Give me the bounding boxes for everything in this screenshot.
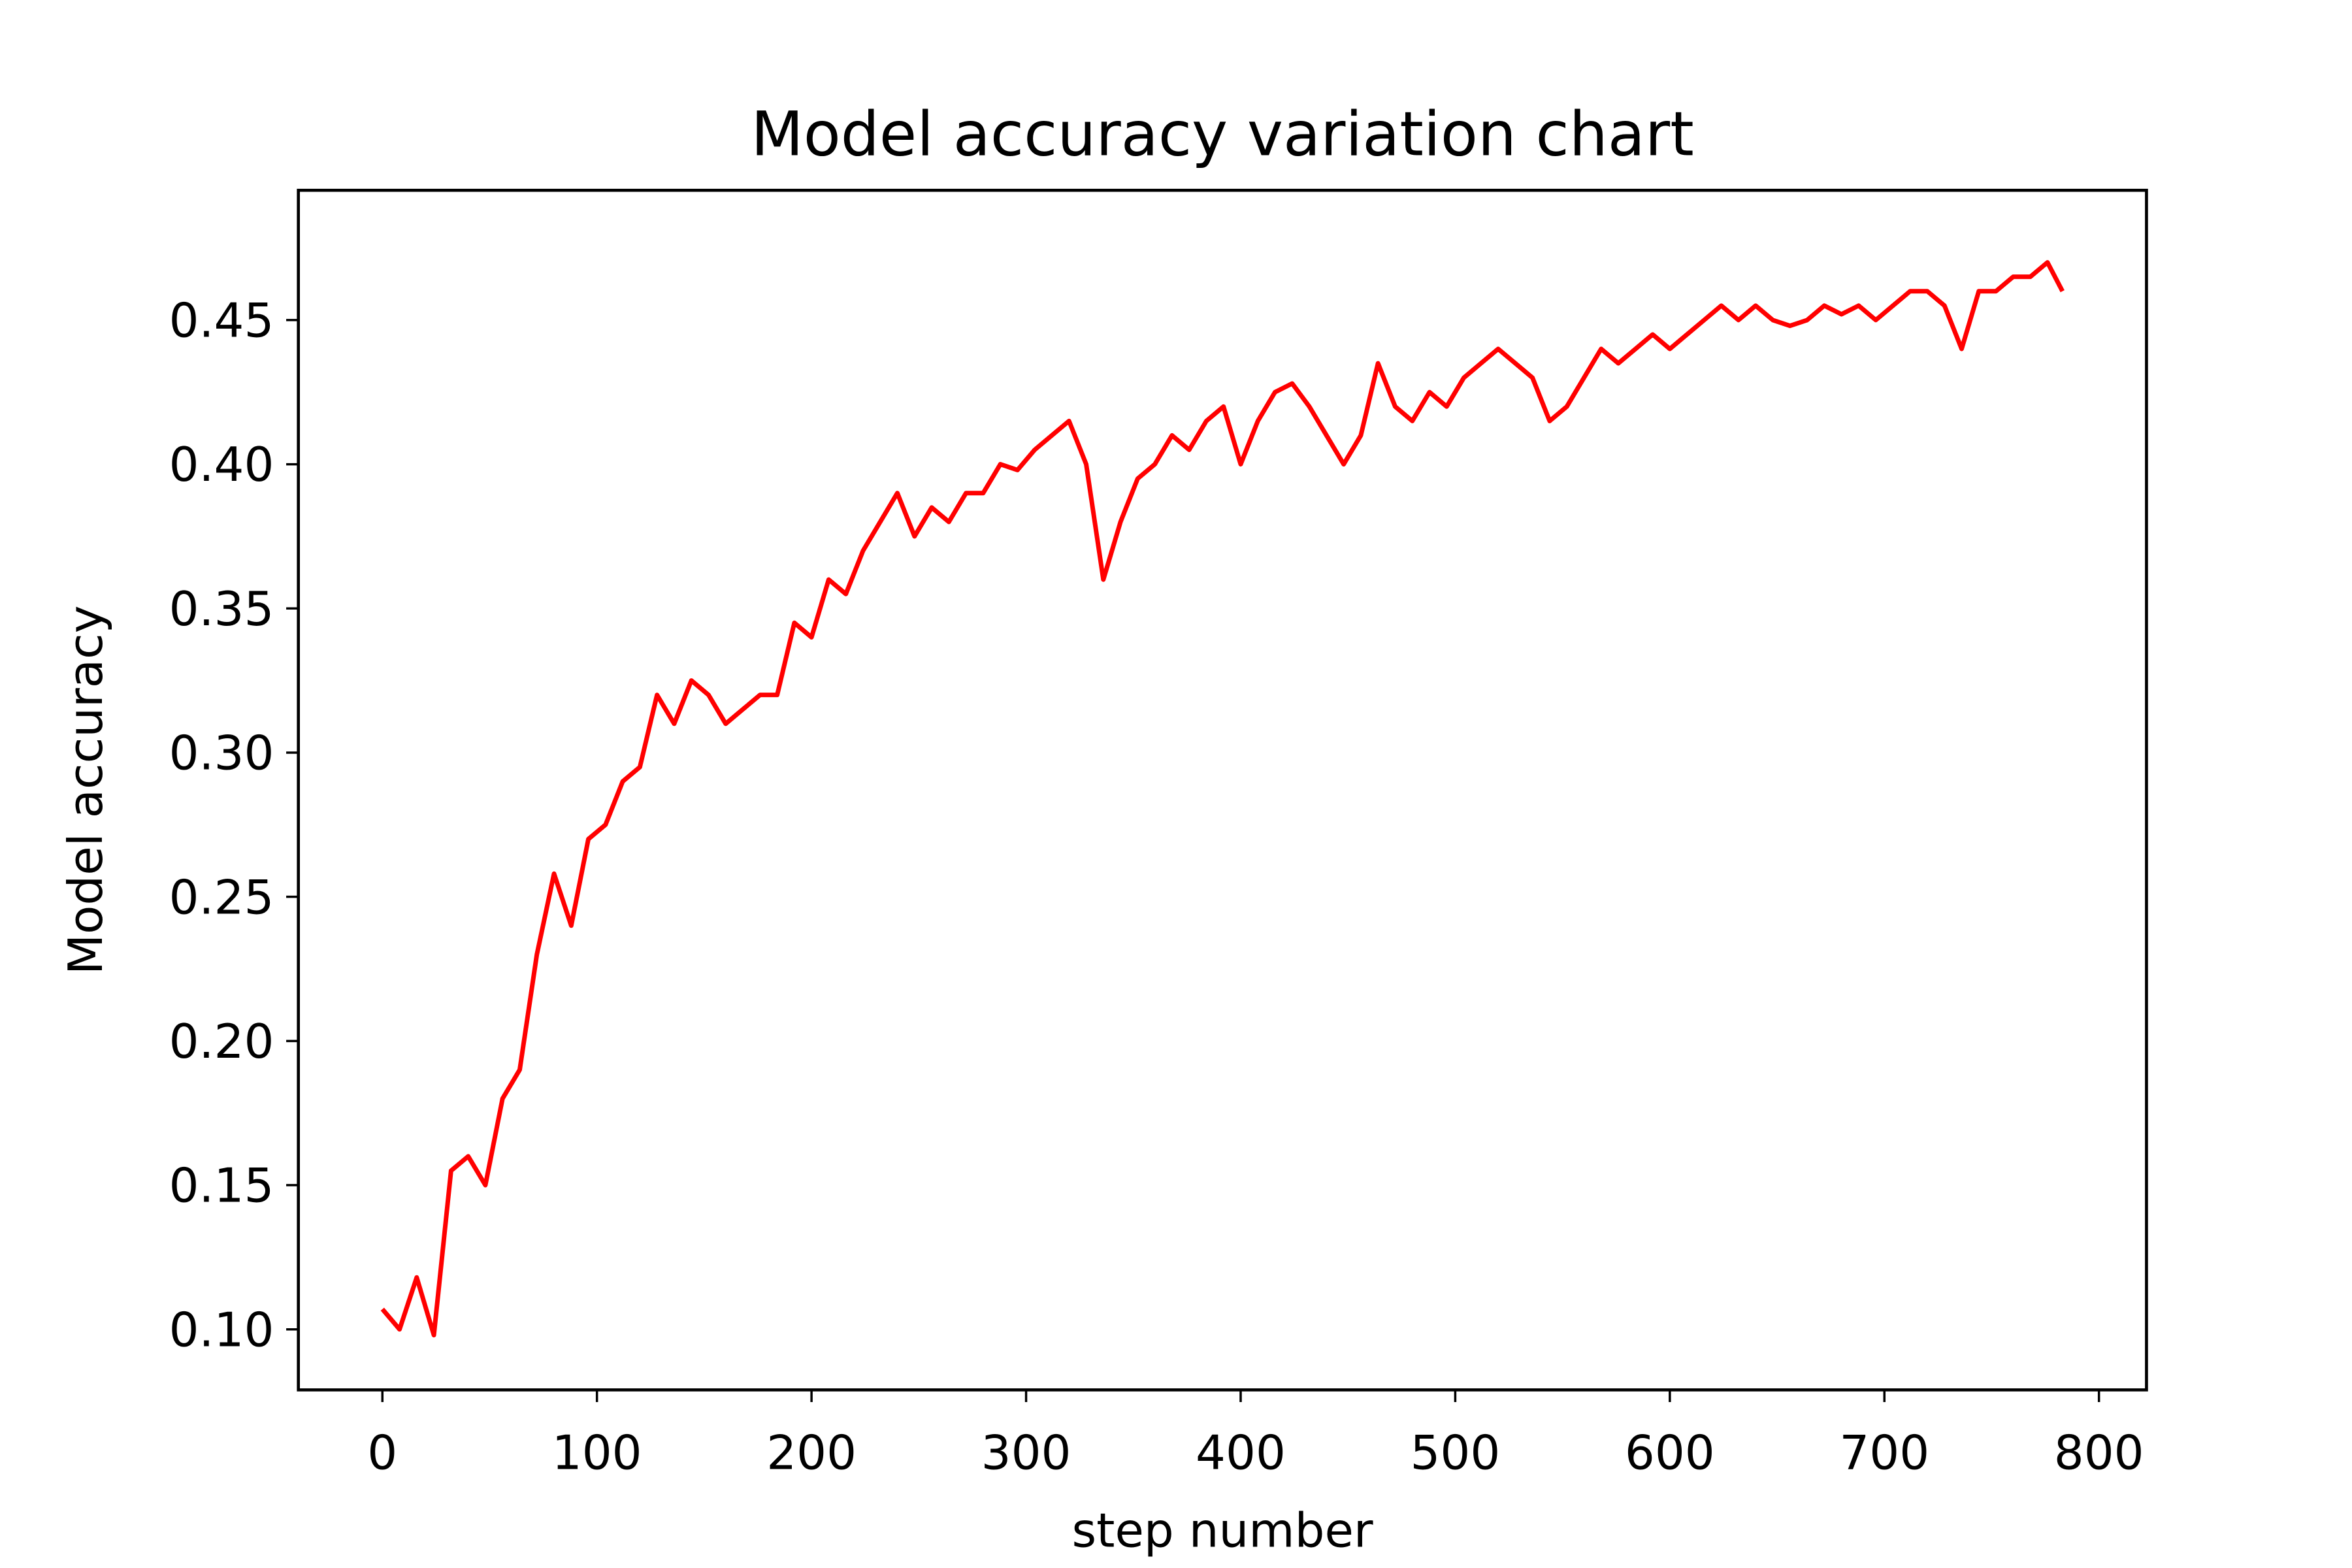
y-tick-label: 0.40 bbox=[169, 438, 274, 493]
y-tick-label: 0.25 bbox=[169, 870, 274, 925]
x-tick-label: 0 bbox=[367, 1426, 397, 1481]
x-tick-label: 400 bbox=[1196, 1426, 1286, 1481]
x-tick-label: 100 bbox=[552, 1426, 642, 1481]
data-line bbox=[380, 260, 2065, 1338]
y-tick-label: 0.30 bbox=[169, 727, 274, 781]
y-tick-label: 0.35 bbox=[169, 582, 274, 637]
x-tick-label: 800 bbox=[2054, 1426, 2144, 1481]
chart-title: Model accuracy variation chart bbox=[751, 99, 1693, 170]
x-tick-label: 700 bbox=[1839, 1426, 1929, 1481]
x-tick-label: 300 bbox=[981, 1426, 1071, 1481]
y-tick-label: 0.10 bbox=[169, 1303, 274, 1358]
y-tick-label: 0.45 bbox=[169, 294, 274, 349]
x-tick-label: 500 bbox=[1410, 1426, 1500, 1481]
plot-frame bbox=[297, 188, 2148, 1392]
y-tick-label: 0.15 bbox=[169, 1159, 274, 1214]
y-axis-label: Model accuracy bbox=[59, 606, 114, 975]
y-tick-label: 0.20 bbox=[169, 1015, 274, 1070]
x-axis-label: step number bbox=[1072, 1503, 1373, 1558]
x-tick-label: 200 bbox=[766, 1426, 857, 1481]
x-tick-label: 600 bbox=[1625, 1426, 1715, 1481]
